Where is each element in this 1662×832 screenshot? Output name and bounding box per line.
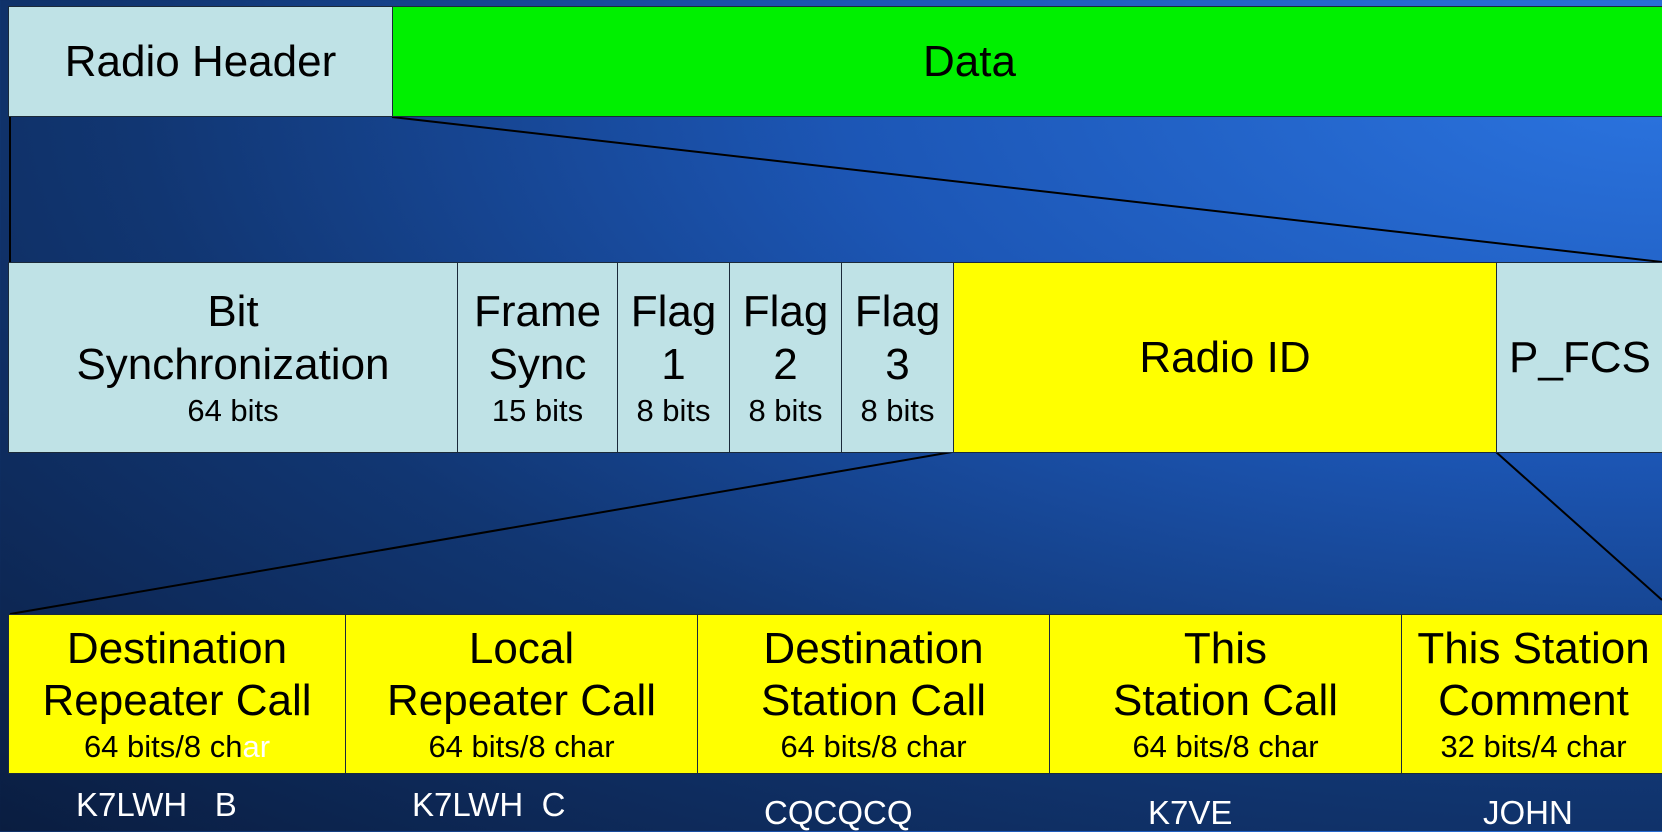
flag2-name: Flag 2 xyxy=(742,287,829,389)
expand-line-bottom-right xyxy=(1495,451,1662,601)
local-repeater-call-name: Local Repeater Call xyxy=(386,623,657,726)
local-repeater-call-block: Local Repeater Call 64 bits/8 char xyxy=(345,614,698,774)
example-dest-repeater: K7LWH B xyxy=(76,786,237,823)
dest-station-call-size: 64 bits/8 char xyxy=(780,729,967,765)
example-dest-station: CQCQCQ xyxy=(764,794,913,831)
data-label: Data xyxy=(923,36,1016,86)
flag1-block: Flag 1 8 bits xyxy=(617,262,730,453)
bit-sync-block: Bit Synchronization 64 bits xyxy=(8,262,458,453)
flag2-block: Flag 2 8 bits xyxy=(729,262,842,453)
flag1-size: 8 bits xyxy=(636,392,711,428)
flag3-size: 8 bits xyxy=(860,392,935,428)
radio-id-label: Radio ID xyxy=(1139,332,1311,382)
dest-repeater-call-size: 64 bits/8 char xyxy=(84,728,270,765)
dest-station-call-block: Destination Station Call 64 bits/8 char xyxy=(697,614,1050,774)
example-this-station: K7VE xyxy=(1148,794,1233,831)
frame-sync-size: 15 bits xyxy=(491,392,584,428)
this-station-comment-block: This Station Comment 32 bits/4 char xyxy=(1401,614,1662,774)
this-station-comment-name: This Station Comment xyxy=(1417,623,1650,726)
example-local-repeater: K7LWH C xyxy=(412,786,566,823)
radio-header-block: Radio Header xyxy=(8,6,393,117)
this-station-comment-size: 32 bits/4 char xyxy=(1440,729,1627,765)
bit-sync-size: 64 bits xyxy=(187,392,279,428)
radio-id-block: Radio ID xyxy=(953,262,1497,453)
this-station-call-block: This Station Call 64 bits/8 char xyxy=(1049,614,1402,774)
bit-sync-name: Bit Synchronization xyxy=(76,287,390,389)
data-block: Data xyxy=(392,6,1662,117)
dest-repeater-size-part-b: ar xyxy=(242,729,271,765)
flag2-size: 8 bits xyxy=(748,392,823,428)
flag3-block: Flag 3 8 bits xyxy=(841,262,954,453)
expand-line-top-left xyxy=(391,116,1662,263)
this-station-call-size: 64 bits/8 char xyxy=(1132,729,1319,765)
p-fcs-block: P_FCS xyxy=(1496,262,1662,453)
p-fcs-label: P_FCS xyxy=(1509,332,1651,382)
dest-repeater-size-part-a: 64 bits/8 ch xyxy=(83,729,243,765)
radio-header-label: Radio Header xyxy=(64,36,337,86)
frame-sync-name: Frame Sync xyxy=(473,287,602,389)
this-station-call-name: This Station Call xyxy=(1112,623,1338,726)
expand-line-bottom-left xyxy=(9,451,953,615)
flag3-name: Flag 3 xyxy=(854,287,941,389)
local-repeater-call-size: 64 bits/8 char xyxy=(428,729,615,765)
dest-repeater-call-name: Destination Repeater Call xyxy=(42,623,312,726)
dest-station-call-name: Destination Station Call xyxy=(760,623,986,726)
dest-repeater-call-block: Destination Repeater Call 64 bits/8 char xyxy=(8,614,346,774)
example-comment: JOHN xyxy=(1483,794,1573,831)
flag1-name: Flag 1 xyxy=(630,287,717,389)
frame-sync-block: Frame Sync 15 bits xyxy=(457,262,618,453)
